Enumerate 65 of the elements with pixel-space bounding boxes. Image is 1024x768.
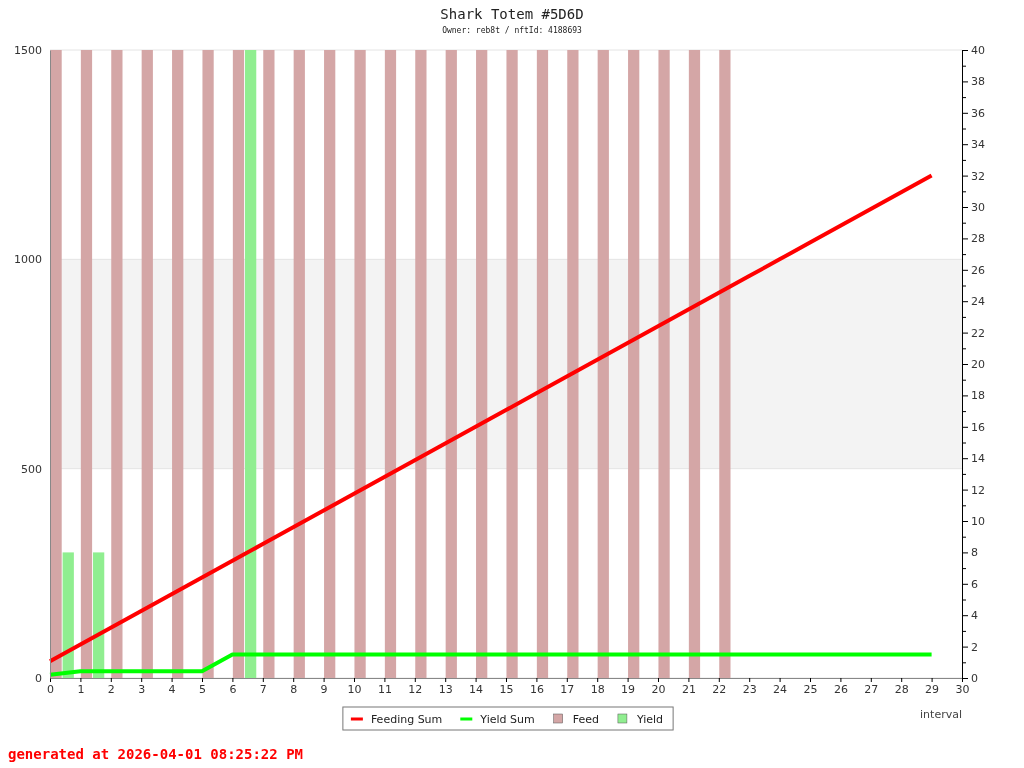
x-tick-label: 10 <box>347 682 362 696</box>
chart-title: Shark Totem #5D6D <box>440 6 584 22</box>
x-tick-label: 11 <box>377 682 392 696</box>
y2-tick-label: 2 <box>971 640 978 654</box>
x-tick-label: 21 <box>681 682 696 696</box>
y2-tick-label: 4 <box>971 609 978 623</box>
y-tick-label: 1500 <box>14 44 42 58</box>
x-tick-label: 14 <box>469 682 484 696</box>
x-tick-label: 4 <box>168 682 176 696</box>
y2-tick-label: 20 <box>971 358 985 372</box>
x-tick-label: 8 <box>290 682 298 696</box>
x-tick-label: 20 <box>651 682 666 696</box>
y2-tick-label: 0 <box>971 672 978 686</box>
x-tick-label: 16 <box>529 682 544 696</box>
legend-label: Feed <box>572 713 599 726</box>
line-series <box>48 173 934 664</box>
y2-tick-label: 32 <box>971 169 985 183</box>
y2-tick-label: 38 <box>971 75 985 89</box>
x-tick-label: 27 <box>864 682 879 696</box>
y-tick-label: 500 <box>21 462 42 476</box>
x-tick-label: 19 <box>621 682 636 696</box>
x-tick-label: 30 <box>955 682 970 696</box>
x-tick-label: 12 <box>408 682 423 696</box>
x-tick-label: 18 <box>590 682 605 696</box>
y2-tick-label: 30 <box>971 201 985 215</box>
x-tick-label: 29 <box>925 682 940 696</box>
y2-tick-label: 26 <box>971 263 985 277</box>
y2-tick-label: 22 <box>971 326 985 340</box>
legend-label: Yield Sum <box>479 713 535 726</box>
x-tick-label: 22 <box>712 682 727 696</box>
x-tick-label: 17 <box>560 682 575 696</box>
x-tick-label: 6 <box>229 682 237 696</box>
text: generated at 2026-04-01 08:25:22 PM <box>8 746 304 762</box>
x-tick-label: 5 <box>199 682 206 696</box>
y2-tick-label: 12 <box>971 483 985 497</box>
chart-subtitle: Owner: reb8t / nftId: 4188693 <box>442 26 583 35</box>
x-tick-label: 3 <box>138 682 146 696</box>
x-tick-label: 28 <box>894 682 909 696</box>
x-tick-label: 24 <box>773 682 788 696</box>
y2-tick-label: 34 <box>971 138 985 152</box>
x-tick-label: 0 <box>47 682 54 696</box>
x-axis-title: interval <box>920 708 962 721</box>
y2-tick-label: 10 <box>971 515 985 529</box>
x-tick-label: 1 <box>77 682 85 696</box>
x-tick-label: 26 <box>833 682 848 696</box>
y2-tick-label: 6 <box>971 577 978 591</box>
y2-tick-label: 36 <box>971 106 985 120</box>
y2-tick-label: 18 <box>971 389 985 403</box>
y2-tick-label: 40 <box>971 44 985 58</box>
x-tick-label: 2 <box>107 682 115 696</box>
x-tick-label: 7 <box>259 682 267 696</box>
x-tick-label: 15 <box>499 682 514 696</box>
y2-tick-label: 24 <box>971 295 985 309</box>
x-tick-label: 9 <box>320 682 328 696</box>
y-tick-label: 1000 <box>14 253 42 267</box>
y2-tick-label: 16 <box>971 420 985 434</box>
y2-tick-label: 8 <box>971 546 978 560</box>
y-tick-label: 0 <box>35 672 42 686</box>
x-tick-label: 23 <box>742 682 757 696</box>
y2-tick-label: 28 <box>971 232 985 246</box>
y2-tick-label: 14 <box>971 452 985 466</box>
x-tick-label: 13 <box>438 682 453 696</box>
legend-label: Yield <box>635 713 664 726</box>
legend-label: Feeding Sum <box>370 713 443 726</box>
x-tick-label: 25 <box>803 682 818 696</box>
